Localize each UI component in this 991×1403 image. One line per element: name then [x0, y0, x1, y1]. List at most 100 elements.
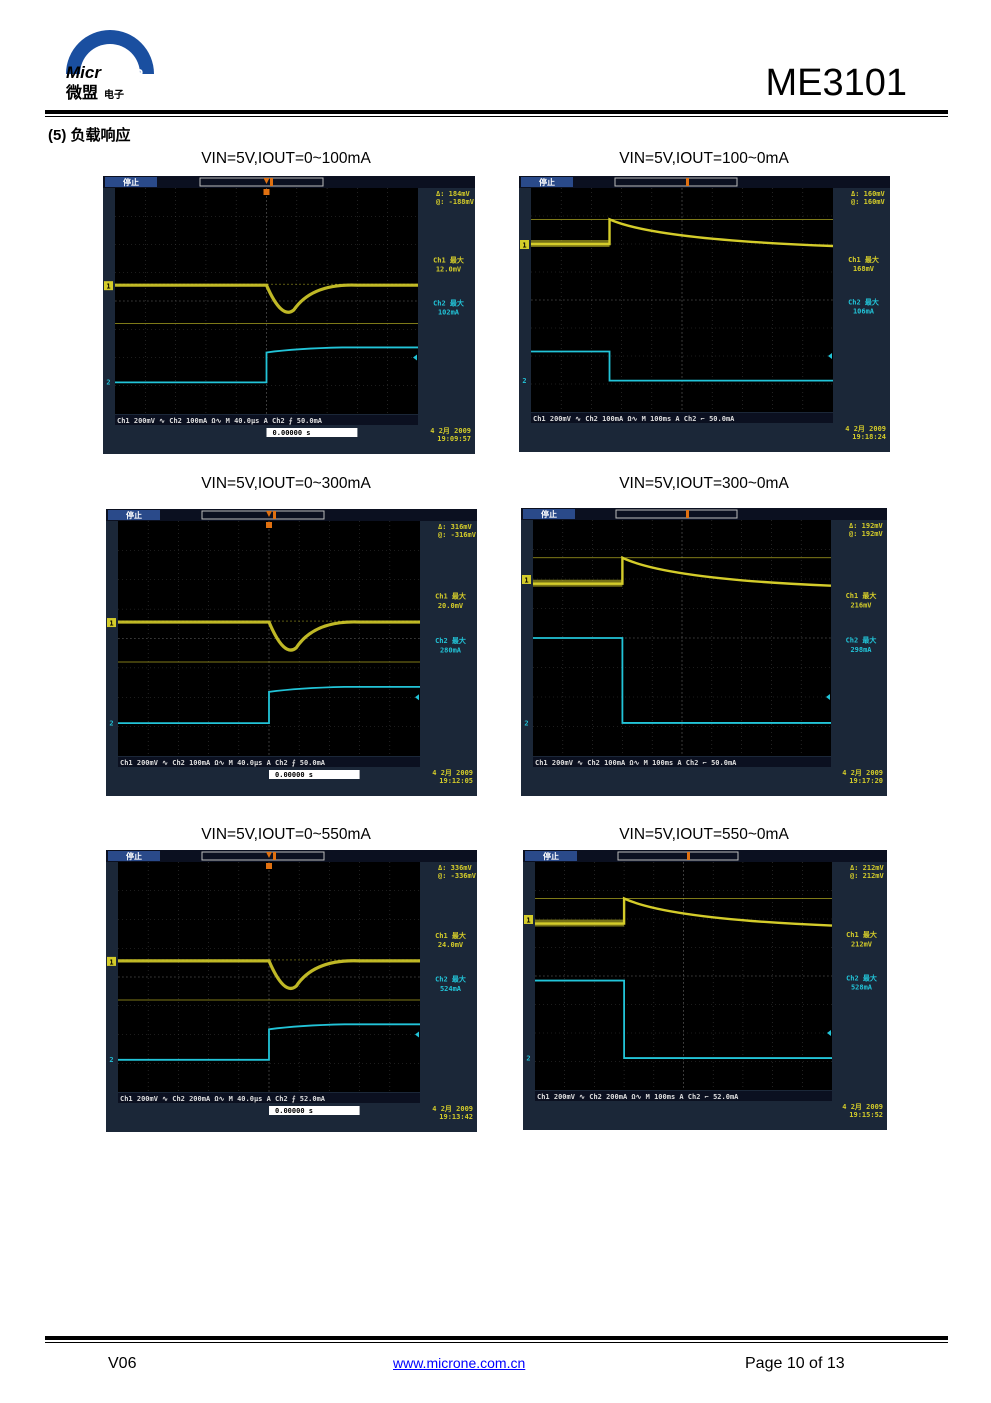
ch1-max-value: 216mV — [850, 601, 872, 609]
scope-caption-4: VIN=5V,IOUT=300~0mA — [619, 475, 789, 492]
footer-rule-thin — [45, 1342, 948, 1343]
scope-caption-1: VIN=5V,IOUT=0~100mA — [201, 150, 371, 167]
ch1-marker: 1 — [109, 620, 113, 628]
ch2-max-label: Ch2 最大 — [846, 974, 877, 983]
ch1-max-value: 12.0mV — [436, 266, 462, 274]
ch2-max-label: Ch2 最大 — [435, 636, 466, 645]
scope-caption-6: VIN=5V,IOUT=550~0mA — [619, 826, 789, 843]
ch1-max-label: Ch1 最大 — [846, 591, 877, 600]
scope-status: 停止 — [541, 509, 557, 519]
ch1-max-label: Ch1 最大 — [435, 931, 466, 940]
oscilloscope-capture: 停止 1 2 Δ: 212mV @: 212mV Ch1 最大 212mV Ch2 最大 528… — [523, 850, 887, 1130]
capture-date: 4 2月 2009 — [842, 769, 883, 777]
ch1-trace — [118, 620, 420, 652]
cursor-at: @: 212mV — [850, 872, 885, 880]
scope-status: 停止 — [123, 177, 139, 187]
capture-time: 19:13:42 — [439, 1113, 473, 1121]
oscilloscope-capture: 停止 1 2 Δ: 184mV @: -188mV Ch1 最大 12.0mV Ch2 最大 1… — [103, 176, 475, 454]
scale-readout: Ch1 200mV ∿ Ch2 100mA Ω∿ M 100ms A Ch2 ⌐… — [533, 415, 735, 423]
ch2-marker: 2 — [524, 719, 528, 727]
scope-caption-5: VIN=5V,IOUT=0~550mA — [201, 826, 371, 843]
scope-status: 停止 — [539, 177, 555, 187]
logo-cn: 微盟 — [65, 83, 98, 102]
ch2-max-value: 298mA — [850, 646, 872, 654]
capture-date: 4 2月 2009 — [845, 425, 886, 433]
ch1-max-label: Ch1 最大 — [435, 592, 466, 601]
ch2-marker: 2 — [106, 379, 110, 387]
trigger-position: 0.00000 s — [275, 1107, 313, 1115]
ch2-max-value: 280mA — [440, 647, 462, 655]
ch2-max-label: Ch2 最大 — [846, 636, 877, 645]
section-title: (5) 负载响应 — [48, 127, 131, 144]
cursor-at: @: -336mV — [438, 872, 477, 880]
oscilloscope-capture: 停止 1 2 Δ: 192mV @: 192mV Ch1 最大 216mV Ch2 最大 298… — [521, 508, 887, 796]
ch2-max-label: Ch2 最大 — [433, 299, 464, 308]
trigger-position: 0.00000 s — [275, 771, 313, 779]
ch2-max-label: Ch2 最大 — [848, 297, 879, 306]
ch1-marker: 1 — [524, 577, 528, 585]
ch2-max-value: 524mA — [440, 985, 462, 993]
ch1-trace — [531, 217, 834, 248]
cursor-delta: Δ: 212mV — [850, 864, 885, 872]
oscilloscope-capture: 停止 1 2 Δ: 316mV @: -316mV Ch1 最大 20.0mV Ch2 最大 2… — [106, 509, 477, 796]
scale-readout: Ch1 200mV ∿ Ch2 200mA Ω∿ M 40.0µs A Ch2 … — [120, 1095, 326, 1103]
ch2-trace — [118, 1023, 420, 1061]
ch2-trace — [115, 346, 418, 384]
cursor-delta: Δ: 192mV — [849, 522, 884, 530]
capture-date: 4 2月 2009 — [432, 769, 473, 777]
ch1-trace — [115, 283, 418, 314]
ch1-max-value: 24.0mV — [438, 941, 464, 949]
ch2-marker: 2 — [109, 1056, 113, 1064]
footer-page: Page 10 of 13 — [745, 1355, 845, 1372]
capture-time: 19:12:05 — [439, 777, 473, 785]
ch1-max-label: Ch1 最大 — [848, 255, 879, 264]
ch1-trace — [535, 896, 833, 927]
footer-url-link[interactable]: www.microne.com.cn — [393, 1355, 526, 1371]
footer-rule — [45, 1336, 948, 1340]
cursor-delta: Δ: 336mV — [438, 864, 473, 872]
ch2-max-label: Ch2 最大 — [435, 975, 466, 984]
ch2-max-value: 528mA — [851, 984, 873, 992]
ch1-trace — [533, 555, 832, 587]
header-rule-thin — [45, 116, 948, 117]
cursor-delta: Δ: 160mV — [851, 190, 886, 198]
ch1-marker: 1 — [522, 242, 526, 250]
svg-text:One: One — [110, 63, 143, 82]
oscilloscope-capture: 停止 1 2 Δ: 160mV @: 160mV Ch1 最大 168mV Ch2 最大 106… — [519, 176, 890, 452]
ch2-trace — [535, 979, 832, 1059]
footer-version: V06 — [108, 1355, 137, 1372]
ch2-max-value: 106mA — [853, 307, 875, 315]
scale-readout: Ch1 200mV ∿ Ch2 100mA Ω∿ M 100ms A Ch2 ⌐… — [535, 759, 737, 767]
ch1-max-value: 168mV — [853, 265, 875, 273]
scope-status: 停止 — [126, 851, 142, 861]
ch1-marker: 1 — [106, 283, 110, 291]
company-logo: Micr One 微盟 电子 — [60, 26, 160, 106]
ch2-trace — [118, 685, 420, 724]
capture-date: 4 2月 2009 — [842, 1103, 883, 1111]
ch1-max-value: 20.0mV — [438, 602, 464, 610]
cursor-at: @: -316mV — [438, 531, 477, 539]
header-rule — [45, 110, 948, 114]
cursor-delta: Δ: 184mV — [436, 190, 471, 198]
capture-time: 19:15:52 — [849, 1111, 883, 1119]
ch2-trace — [531, 350, 833, 382]
ch2-marker: 2 — [526, 1054, 530, 1062]
cursor-at: @: -188mV — [436, 198, 475, 206]
ch1-marker: 1 — [526, 917, 530, 925]
capture-time: 19:17:20 — [849, 777, 883, 785]
capture-date: 4 2月 2009 — [430, 427, 471, 435]
trigger-position: 0.00000 s — [273, 429, 311, 437]
ch1-marker: 1 — [109, 958, 113, 966]
scope-status: 停止 — [543, 851, 559, 861]
ch2-trace — [533, 637, 831, 724]
ch2-marker: 2 — [109, 719, 113, 727]
cursor-delta: Δ: 316mV — [438, 523, 473, 531]
ch1-trace — [118, 959, 420, 990]
ch2-marker: 2 — [522, 377, 526, 385]
cursor-at: @: 160mV — [851, 198, 886, 206]
scope-caption-3: VIN=5V,IOUT=0~300mA — [201, 475, 371, 492]
ch2-max-value: 102mA — [438, 309, 460, 317]
scale-readout: Ch1 200mV ∿ Ch2 200mA Ω∿ M 100ms A Ch2 ⌐… — [537, 1093, 739, 1101]
cursor-at: @: 192mV — [849, 530, 884, 538]
capture-time: 19:18:24 — [852, 433, 886, 441]
